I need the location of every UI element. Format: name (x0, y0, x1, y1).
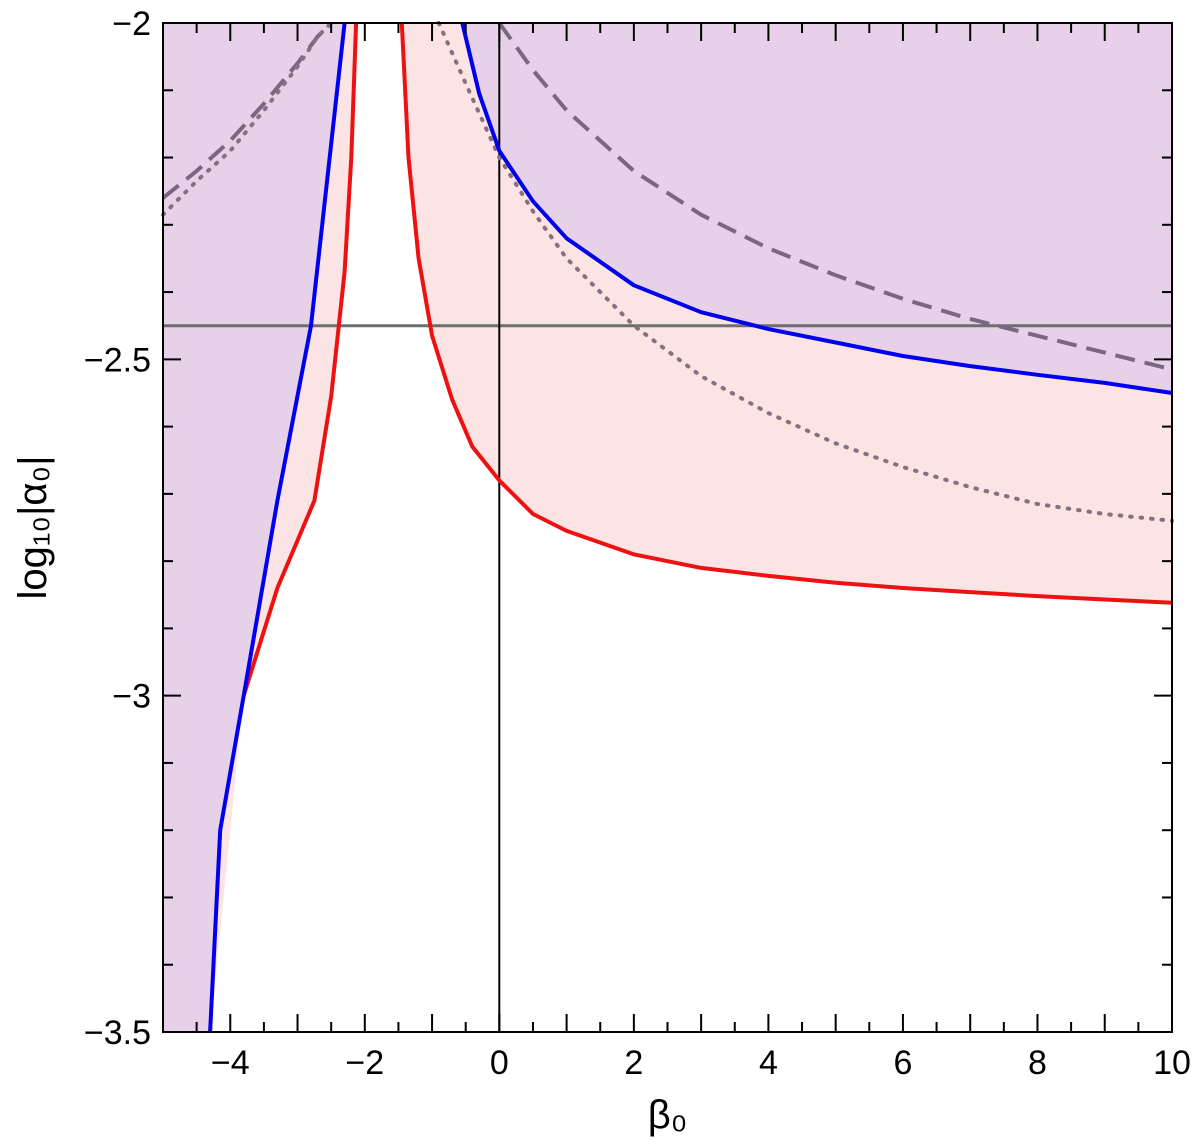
series-dashed-dashed-line-right-branch (497, 21, 1173, 372)
series-dashed-dashed-line-left-branch (161, 21, 333, 200)
x-tick-label: 4 (759, 1044, 778, 1082)
shaded-region-right-purple (462, 23, 1172, 393)
series-solid-blue-left-branch (208, 22, 347, 1033)
y-axis-title: log₁₀|α₀| (11, 456, 55, 600)
x-tick-label: −4 (211, 1044, 250, 1082)
series-solid-blue-right-branch (460, 22, 1173, 395)
y-tick-label: −2.5 (84, 341, 151, 379)
y-tick-label: −2 (112, 5, 151, 43)
x-tick-label: 0 (490, 1044, 509, 1082)
y-tick-label: −3 (112, 678, 151, 716)
x-axis-title: β₀ (648, 1093, 688, 1137)
x-tick-label: 2 (624, 1044, 643, 1082)
series-lines (161, 21, 1174, 1033)
x-tick-label: 8 (1028, 1044, 1047, 1082)
x-tick-label: 6 (893, 1044, 912, 1082)
series-dotted-dotted-line-right-branch (436, 21, 1174, 523)
series-solid-red-right-branch (399, 22, 1173, 605)
axis-ticks (162, 22, 1173, 1033)
x-tick-label: 10 (1153, 1044, 1191, 1082)
series-solid-red-left-branch (241, 22, 359, 697)
series-dotted-dotted-line-left-branch (161, 21, 334, 217)
x-tick-label: −2 (345, 1044, 384, 1082)
y-tick-label: −3.5 (84, 1014, 151, 1052)
y-tick-labels: −2 −2.5 −3 −3.5 (84, 5, 151, 1052)
shaded-region-left-purple (163, 23, 345, 1032)
shaded-regions (163, 23, 1172, 1032)
x-tick-labels: −4 −2 0 2 4 6 8 10 (211, 1044, 1191, 1082)
